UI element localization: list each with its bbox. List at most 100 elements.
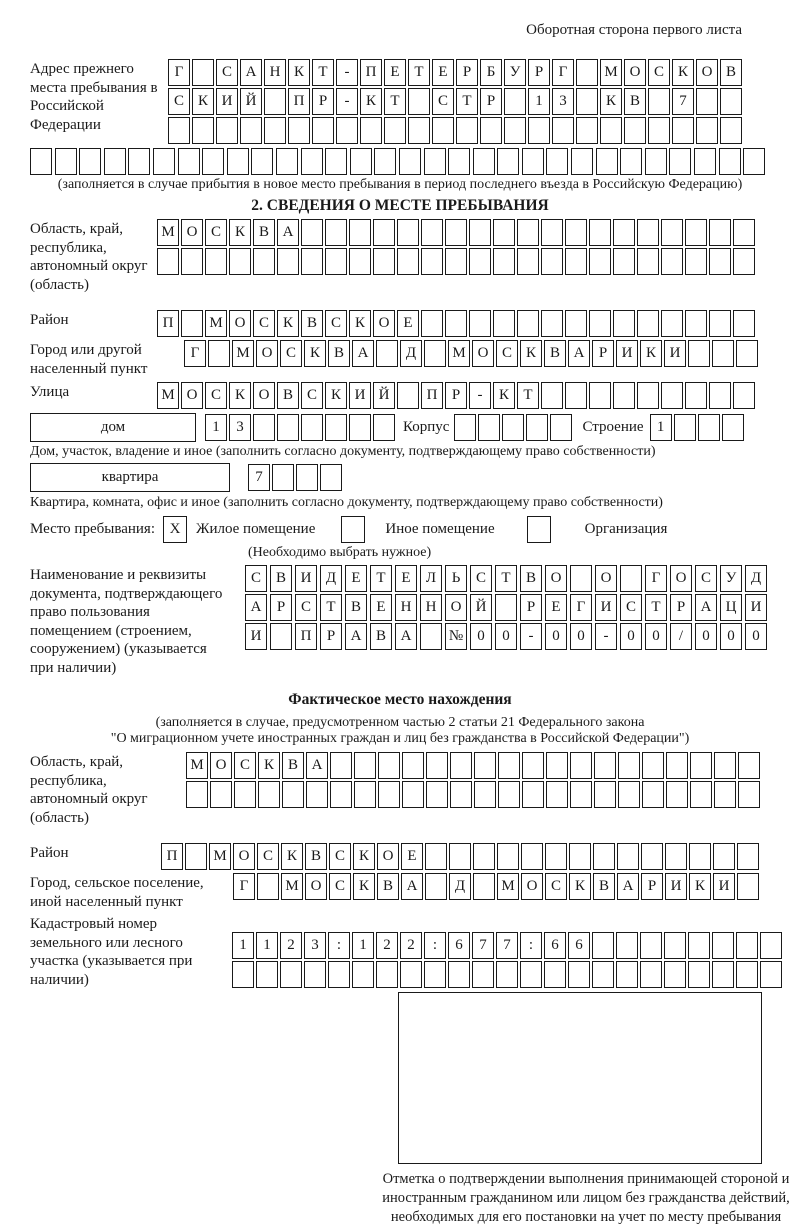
char-box[interactable]: -: [336, 59, 358, 86]
char-box[interactable]: [456, 117, 478, 144]
char-box[interactable]: Н: [395, 594, 417, 621]
char-box[interactable]: [280, 961, 302, 988]
char-box[interactable]: П: [360, 59, 382, 86]
char-box[interactable]: [373, 248, 395, 275]
char-box[interactable]: К: [600, 88, 622, 115]
char-box[interactable]: [733, 310, 755, 337]
char-box[interactable]: [473, 843, 495, 870]
char-box[interactable]: [617, 843, 639, 870]
char-box[interactable]: [600, 117, 622, 144]
char-box[interactable]: [594, 752, 616, 779]
char-box[interactable]: [469, 248, 491, 275]
char-box[interactable]: Е: [401, 843, 423, 870]
char-box[interactable]: [576, 88, 598, 115]
char-box[interactable]: [229, 248, 251, 275]
char-box[interactable]: Т: [408, 59, 430, 86]
char-box[interactable]: 0: [645, 623, 667, 650]
char-box[interactable]: [720, 88, 742, 115]
char-box[interactable]: 2: [280, 932, 302, 959]
char-box[interactable]: Д: [320, 565, 342, 592]
char-box[interactable]: [277, 414, 299, 441]
char-box[interactable]: 1: [205, 414, 227, 441]
char-box[interactable]: Р: [320, 623, 342, 650]
char-box[interactable]: О: [545, 565, 567, 592]
char-box[interactable]: [589, 219, 611, 246]
char-box[interactable]: [648, 117, 670, 144]
char-box[interactable]: С: [470, 565, 492, 592]
char-box[interactable]: 1: [352, 932, 374, 959]
char-box[interactable]: [642, 752, 664, 779]
char-box[interactable]: [743, 148, 766, 175]
char-box[interactable]: [384, 117, 406, 144]
char-box[interactable]: [592, 961, 614, 988]
char-box[interactable]: [546, 752, 568, 779]
char-box[interactable]: [152, 148, 175, 175]
char-box[interactable]: [421, 248, 443, 275]
char-box[interactable]: [432, 117, 454, 144]
char-box[interactable]: Й: [470, 594, 492, 621]
char-box[interactable]: [376, 961, 398, 988]
char-box[interactable]: [325, 248, 347, 275]
char-box[interactable]: [349, 219, 371, 246]
char-box[interactable]: О: [670, 565, 692, 592]
char-box[interactable]: 7: [672, 88, 694, 115]
char-box[interactable]: К: [640, 340, 662, 367]
char-box[interactable]: [360, 117, 382, 144]
char-box[interactable]: [637, 310, 659, 337]
char-box[interactable]: [185, 843, 207, 870]
char-box[interactable]: [713, 843, 735, 870]
char-box[interactable]: [616, 961, 638, 988]
char-box[interactable]: :: [520, 932, 542, 959]
char-box[interactable]: [565, 310, 587, 337]
char-box[interactable]: [737, 843, 759, 870]
char-box[interactable]: С: [205, 219, 227, 246]
char-box[interactable]: [595, 148, 618, 175]
char-box[interactable]: [445, 310, 467, 337]
char-box[interactable]: 2: [376, 932, 398, 959]
char-box[interactable]: [552, 117, 574, 144]
char-box[interactable]: [642, 781, 664, 808]
char-box[interactable]: Р: [520, 594, 542, 621]
char-box[interactable]: [232, 961, 254, 988]
char-box[interactable]: [712, 961, 734, 988]
char-box[interactable]: Р: [445, 382, 467, 409]
char-box[interactable]: Д: [400, 340, 422, 367]
char-box[interactable]: [398, 148, 421, 175]
char-box[interactable]: С: [257, 843, 279, 870]
char-box[interactable]: К: [689, 873, 711, 900]
char-box[interactable]: И: [349, 382, 371, 409]
char-box[interactable]: [594, 781, 616, 808]
char-box[interactable]: Р: [480, 88, 502, 115]
char-box[interactable]: [760, 932, 782, 959]
char-box[interactable]: [275, 148, 298, 175]
char-box[interactable]: К: [229, 382, 251, 409]
stay-option-residential-checkbox[interactable]: X: [163, 516, 187, 543]
char-box[interactable]: [408, 117, 430, 144]
char-box[interactable]: [576, 59, 598, 86]
char-box[interactable]: О: [696, 59, 718, 86]
char-box[interactable]: [565, 382, 587, 409]
char-box[interactable]: В: [377, 873, 399, 900]
char-box[interactable]: [192, 117, 214, 144]
char-box[interactable]: [661, 219, 683, 246]
char-box[interactable]: Т: [517, 382, 539, 409]
char-box[interactable]: Л: [420, 565, 442, 592]
char-box[interactable]: [570, 565, 592, 592]
char-box[interactable]: О: [377, 843, 399, 870]
char-box[interactable]: 3: [304, 932, 326, 959]
char-box[interactable]: [616, 932, 638, 959]
char-box[interactable]: Н: [264, 59, 286, 86]
char-box[interactable]: М: [157, 382, 179, 409]
char-box[interactable]: [570, 781, 592, 808]
char-box[interactable]: 0: [570, 623, 592, 650]
char-box[interactable]: [469, 219, 491, 246]
char-box[interactable]: [192, 59, 214, 86]
char-box[interactable]: [397, 248, 419, 275]
char-box[interactable]: М: [448, 340, 470, 367]
char-box[interactable]: [320, 464, 342, 491]
char-box[interactable]: [306, 781, 328, 808]
char-box[interactable]: [301, 414, 323, 441]
char-box[interactable]: [425, 843, 447, 870]
char-box[interactable]: К: [229, 219, 251, 246]
char-box[interactable]: [696, 117, 718, 144]
